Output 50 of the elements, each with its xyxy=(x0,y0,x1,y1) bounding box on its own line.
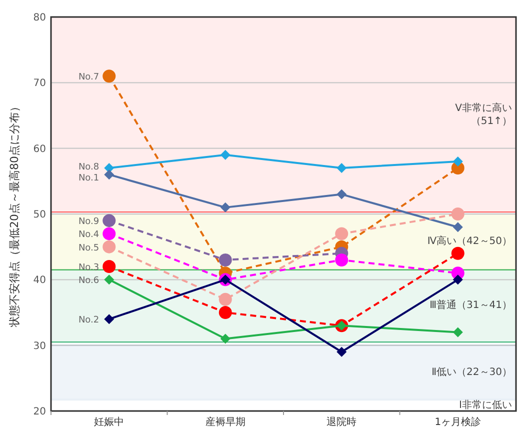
point xyxy=(452,222,463,232)
point xyxy=(102,227,116,240)
point xyxy=(218,306,232,319)
y-tick-label: 30 xyxy=(33,340,46,352)
point xyxy=(102,260,116,274)
point xyxy=(336,189,347,200)
band-label: Ⅱ低い（22～30） xyxy=(430,366,512,380)
point xyxy=(102,214,116,228)
point xyxy=(336,163,347,174)
point xyxy=(220,202,230,212)
point xyxy=(452,274,463,285)
point xyxy=(335,227,348,240)
x-tick-label: 妊娠中 xyxy=(94,416,124,428)
y-tick-label: 70 xyxy=(33,78,46,90)
series-label: No.1 xyxy=(78,173,100,184)
point xyxy=(104,274,114,285)
y-axis-title: 状態不安得点（最低20点～最高80点に分布） xyxy=(8,101,21,328)
point xyxy=(452,327,463,338)
point xyxy=(102,70,116,83)
band-label: Ⅴ非常に高い（51↑） xyxy=(454,102,512,128)
point xyxy=(451,208,464,220)
point xyxy=(336,346,347,357)
point xyxy=(104,170,114,180)
x-tick-label: 産褥早期 xyxy=(205,416,246,428)
series-label: No.2 xyxy=(78,316,100,326)
y-tick-label: 50 xyxy=(33,210,46,220)
y-tick-label: 60 xyxy=(33,144,46,155)
point xyxy=(220,334,230,344)
point xyxy=(335,253,348,266)
point xyxy=(218,253,232,266)
point xyxy=(451,246,464,260)
x-tick-label: 退院時 xyxy=(326,416,357,428)
y-tick-label: 20 xyxy=(33,406,46,418)
series-label: No.7 xyxy=(78,72,100,83)
series-label: No.8 xyxy=(78,162,100,172)
point xyxy=(218,292,232,306)
series-label: No.9 xyxy=(78,217,100,228)
series-label: No.4 xyxy=(78,230,100,240)
point xyxy=(104,314,114,324)
y-tick-label: 40 xyxy=(33,275,46,286)
y-tick-label: 80 xyxy=(33,12,46,24)
point xyxy=(220,150,230,160)
x-tick-label: 1ヶ月検診 xyxy=(434,416,482,428)
band-label: Ⅳ高い（42～50） xyxy=(426,235,512,248)
series-label: No.5 xyxy=(78,243,100,254)
point xyxy=(452,156,463,166)
band-label: Ⅲ普通（31～41） xyxy=(428,299,512,312)
series-label: No.6 xyxy=(78,276,100,286)
point xyxy=(102,240,116,254)
band-label: Ⅰ非常に低い xyxy=(458,398,512,412)
